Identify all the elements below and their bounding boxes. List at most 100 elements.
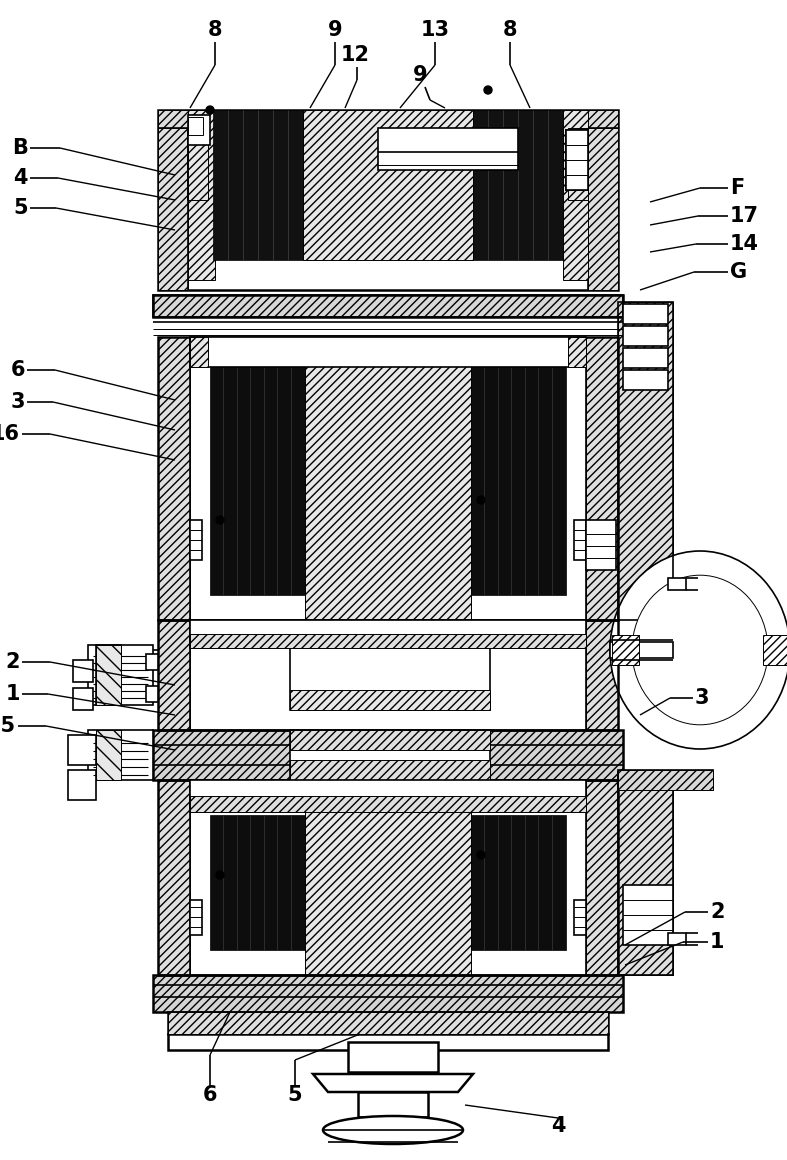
Bar — [305, 780, 471, 976]
Bar — [378, 128, 518, 171]
Bar — [190, 796, 586, 812]
Bar — [158, 780, 618, 976]
Text: 3: 3 — [10, 392, 25, 412]
Circle shape — [477, 496, 485, 503]
Circle shape — [216, 871, 224, 879]
Text: 6: 6 — [203, 1085, 217, 1105]
Bar — [574, 900, 586, 935]
Bar — [305, 338, 471, 619]
Bar — [668, 578, 686, 590]
Bar — [168, 1034, 608, 1050]
Bar — [153, 976, 623, 1012]
Bar — [158, 338, 618, 619]
Text: 2: 2 — [6, 652, 20, 672]
Bar — [153, 295, 623, 317]
Bar — [158, 110, 618, 290]
Text: 6: 6 — [10, 360, 25, 380]
Text: 17: 17 — [730, 206, 759, 226]
Bar — [618, 302, 673, 619]
Bar — [586, 520, 616, 570]
Bar — [568, 128, 588, 200]
Bar — [73, 688, 93, 710]
Bar — [471, 362, 566, 595]
Bar — [566, 130, 588, 190]
Ellipse shape — [323, 1116, 463, 1144]
Bar — [190, 338, 208, 367]
Bar — [586, 338, 618, 619]
Bar — [612, 635, 639, 665]
Text: B: B — [12, 138, 28, 158]
Bar — [96, 645, 121, 705]
Bar — [763, 635, 787, 665]
Bar — [190, 900, 202, 935]
Circle shape — [477, 851, 485, 860]
Bar — [68, 735, 96, 764]
Bar — [618, 770, 713, 790]
Bar — [158, 110, 618, 128]
Text: 5: 5 — [13, 198, 28, 218]
Bar — [153, 730, 623, 780]
Text: 13: 13 — [420, 20, 449, 39]
Bar — [348, 1042, 438, 1072]
Bar — [153, 295, 623, 317]
Circle shape — [206, 106, 214, 114]
Bar — [88, 645, 153, 705]
Bar — [188, 128, 208, 200]
Text: 9: 9 — [327, 20, 342, 39]
Bar — [168, 1012, 608, 1034]
Bar — [190, 619, 586, 648]
Bar — [146, 686, 158, 702]
Bar — [290, 640, 490, 710]
Bar — [623, 326, 668, 346]
Polygon shape — [313, 1074, 473, 1092]
Bar — [188, 110, 215, 280]
Bar — [190, 338, 586, 367]
Bar — [473, 110, 563, 260]
Bar — [290, 690, 490, 710]
Circle shape — [484, 86, 492, 94]
Bar — [618, 773, 673, 976]
Bar — [188, 115, 210, 145]
Bar — [623, 348, 668, 368]
Bar — [88, 730, 153, 780]
Bar — [96, 730, 121, 780]
Text: F: F — [730, 177, 745, 198]
Text: 8: 8 — [208, 20, 222, 39]
Bar — [213, 110, 303, 260]
Bar — [188, 117, 203, 135]
Circle shape — [216, 516, 224, 524]
Bar — [290, 730, 490, 751]
Bar — [566, 130, 588, 190]
Bar — [153, 976, 623, 1012]
Text: 15: 15 — [0, 716, 16, 735]
Text: 4: 4 — [13, 168, 28, 188]
Text: 12: 12 — [341, 45, 370, 65]
Ellipse shape — [632, 575, 768, 725]
Bar — [586, 619, 618, 730]
Bar — [188, 128, 588, 200]
Bar — [618, 773, 673, 976]
Bar — [574, 520, 586, 560]
Bar — [190, 780, 586, 812]
Bar — [153, 730, 623, 780]
Text: 4: 4 — [551, 1116, 565, 1136]
Text: 8: 8 — [503, 20, 517, 39]
Bar — [190, 520, 202, 560]
Bar — [73, 660, 93, 682]
Bar — [168, 1012, 608, 1034]
Bar — [210, 815, 305, 950]
Text: 14: 14 — [730, 234, 759, 254]
Bar — [563, 110, 588, 280]
Bar — [623, 885, 673, 945]
Bar — [586, 780, 618, 976]
Text: 5: 5 — [288, 1085, 302, 1105]
Bar — [623, 304, 668, 324]
Bar — [303, 110, 473, 260]
Bar — [158, 619, 618, 730]
Bar — [158, 338, 190, 619]
Bar — [358, 1092, 428, 1117]
Text: 1: 1 — [6, 684, 20, 704]
Text: G: G — [730, 262, 747, 282]
Bar — [618, 302, 673, 619]
Bar — [96, 645, 121, 705]
